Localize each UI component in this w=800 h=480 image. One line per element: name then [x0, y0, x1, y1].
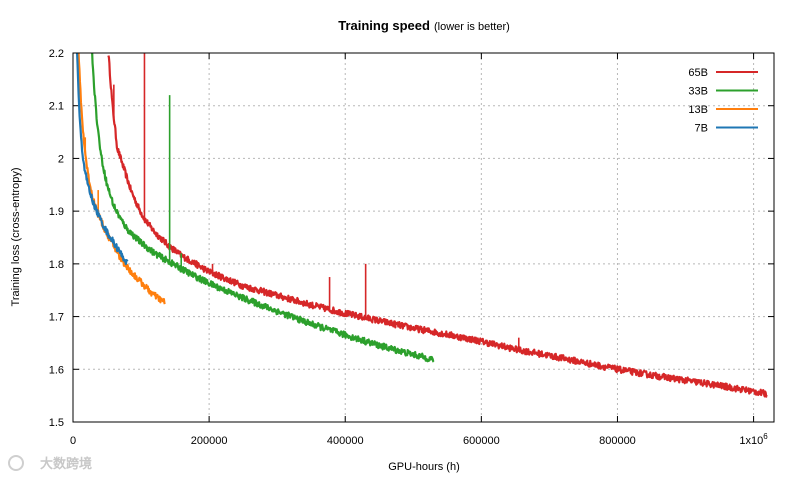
legend: 65B 33B 13B 7B [688, 67, 758, 135]
x-axis-ticks: 0 200000 400000 600000 800000 1x106 [70, 53, 768, 447]
series-line-65B [107, 55, 768, 398]
y-axis-label: Training loss (cross-entropy) [10, 168, 22, 307]
series-line-7B [75, 53, 129, 266]
watermark-logo-icon [8, 455, 24, 471]
legend-label-65B: 65B [688, 67, 708, 79]
y-tick-label: 1.8 [49, 259, 64, 271]
x-tick-label: 0 [70, 435, 76, 447]
legend-label-7B: 7B [695, 123, 708, 135]
series-line-33B [91, 53, 435, 363]
y-tick-label: 2.1 [49, 101, 64, 113]
y-tick-label: 1.6 [49, 364, 64, 376]
plot-frame [72, 52, 775, 423]
watermark-text: 大数跨境 [40, 456, 92, 471]
y-tick-label: 2 [58, 153, 64, 165]
x-tick-label: 600000 [463, 435, 500, 447]
x-tick-label: 400000 [327, 435, 364, 447]
x-tick-label: 200000 [191, 435, 228, 447]
chart-title: Training speed (lower is better) [338, 18, 510, 33]
x-tick-exponent: 6 [763, 432, 768, 441]
y-tick-label: 2.2 [49, 48, 64, 60]
y-tick-label: 1.7 [49, 312, 64, 324]
y-tick-label: 1.5 [49, 417, 64, 429]
grid [73, 53, 774, 422]
legend-label-13B: 13B [688, 104, 708, 116]
series-lines [75, 53, 768, 398]
y-axis-ticks: 1.5 1.6 1.7 1.8 1.9 2 2.1 2.2 [49, 48, 774, 429]
series-line-13B [77, 53, 166, 305]
watermark: 大数跨境 [8, 455, 92, 471]
x-axis-label: GPU-hours (h) [388, 461, 460, 473]
x-tick-label: 1x106 [739, 432, 768, 447]
legend-label-33B: 33B [688, 86, 708, 98]
y-tick-label: 1.9 [49, 206, 64, 218]
x-tick-label: 800000 [599, 435, 636, 447]
